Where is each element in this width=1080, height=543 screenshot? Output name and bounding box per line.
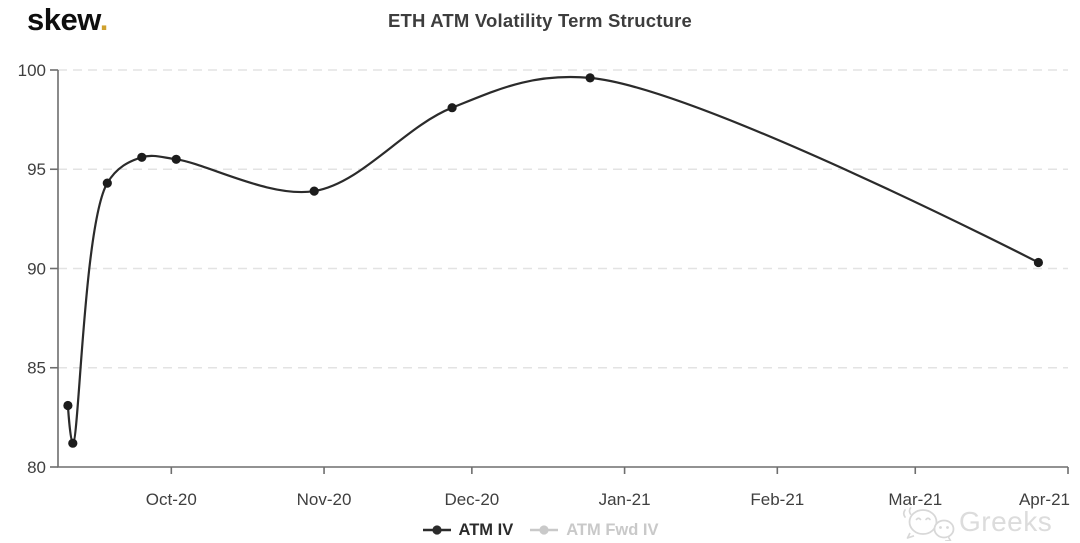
x-axis-ticks: Oct-20 Nov-20 Dec-20 Jan-21 Feb-21 Mar-21 Apr-… bbox=[146, 467, 1070, 509]
y-tick-label: 80 bbox=[27, 458, 46, 477]
legend-label-atm-iv: ATM IV bbox=[458, 520, 514, 539]
atm-fwd-iv-series-marker-icon bbox=[530, 525, 559, 535]
y-tick-label: 85 bbox=[27, 359, 46, 378]
chart-legend: ATM IV ATM Fwd IV bbox=[0, 516, 1080, 543]
gridlines bbox=[58, 69, 1068, 369]
data-point[interactable] bbox=[68, 438, 78, 448]
x-tick-label: Mar-21 bbox=[888, 490, 942, 509]
atm-iv-series-marker-icon bbox=[422, 525, 451, 535]
logo-dot: . bbox=[99, 2, 109, 37]
x-tick-label: Oct-20 bbox=[146, 490, 197, 509]
data-point[interactable] bbox=[447, 103, 457, 113]
legend-item-atm-iv[interactable]: ATM IV bbox=[422, 520, 514, 540]
x-tick-label: Nov-20 bbox=[297, 490, 352, 509]
data-point[interactable] bbox=[585, 73, 595, 83]
skew-logo[interactable]: skew. bbox=[27, 2, 108, 38]
data-point[interactable] bbox=[171, 154, 181, 164]
legend-item-atm-fwd-iv[interactable]: ATM Fwd IV bbox=[529, 521, 658, 540]
x-tick-label: Dec-20 bbox=[444, 490, 499, 509]
x-tick-label: Feb-21 bbox=[750, 490, 804, 509]
series-markers bbox=[63, 73, 1043, 448]
y-tick-label: 95 bbox=[27, 160, 46, 179]
data-point[interactable] bbox=[137, 152, 147, 162]
series-line-atm-iv bbox=[66, 75, 1039, 445]
logo-text: skew bbox=[27, 2, 100, 37]
data-point[interactable] bbox=[309, 186, 319, 196]
legend-label-atm-fwd-iv: ATM Fwd IV bbox=[566, 520, 659, 539]
data-point[interactable] bbox=[63, 400, 73, 411]
x-tick-label: Apr-21 bbox=[1019, 490, 1070, 509]
data-point[interactable] bbox=[1033, 257, 1043, 268]
x-tick-label: Jan-21 bbox=[599, 490, 651, 509]
chart-title: ETH ATM Volatility Term Structure bbox=[387, 10, 692, 31]
y-tick-label: 90 bbox=[27, 259, 46, 278]
y-axis-ticks: 80 85 90 95 100 bbox=[18, 61, 58, 477]
data-point[interactable] bbox=[102, 178, 112, 188]
y-tick-label: 100 bbox=[18, 61, 46, 80]
